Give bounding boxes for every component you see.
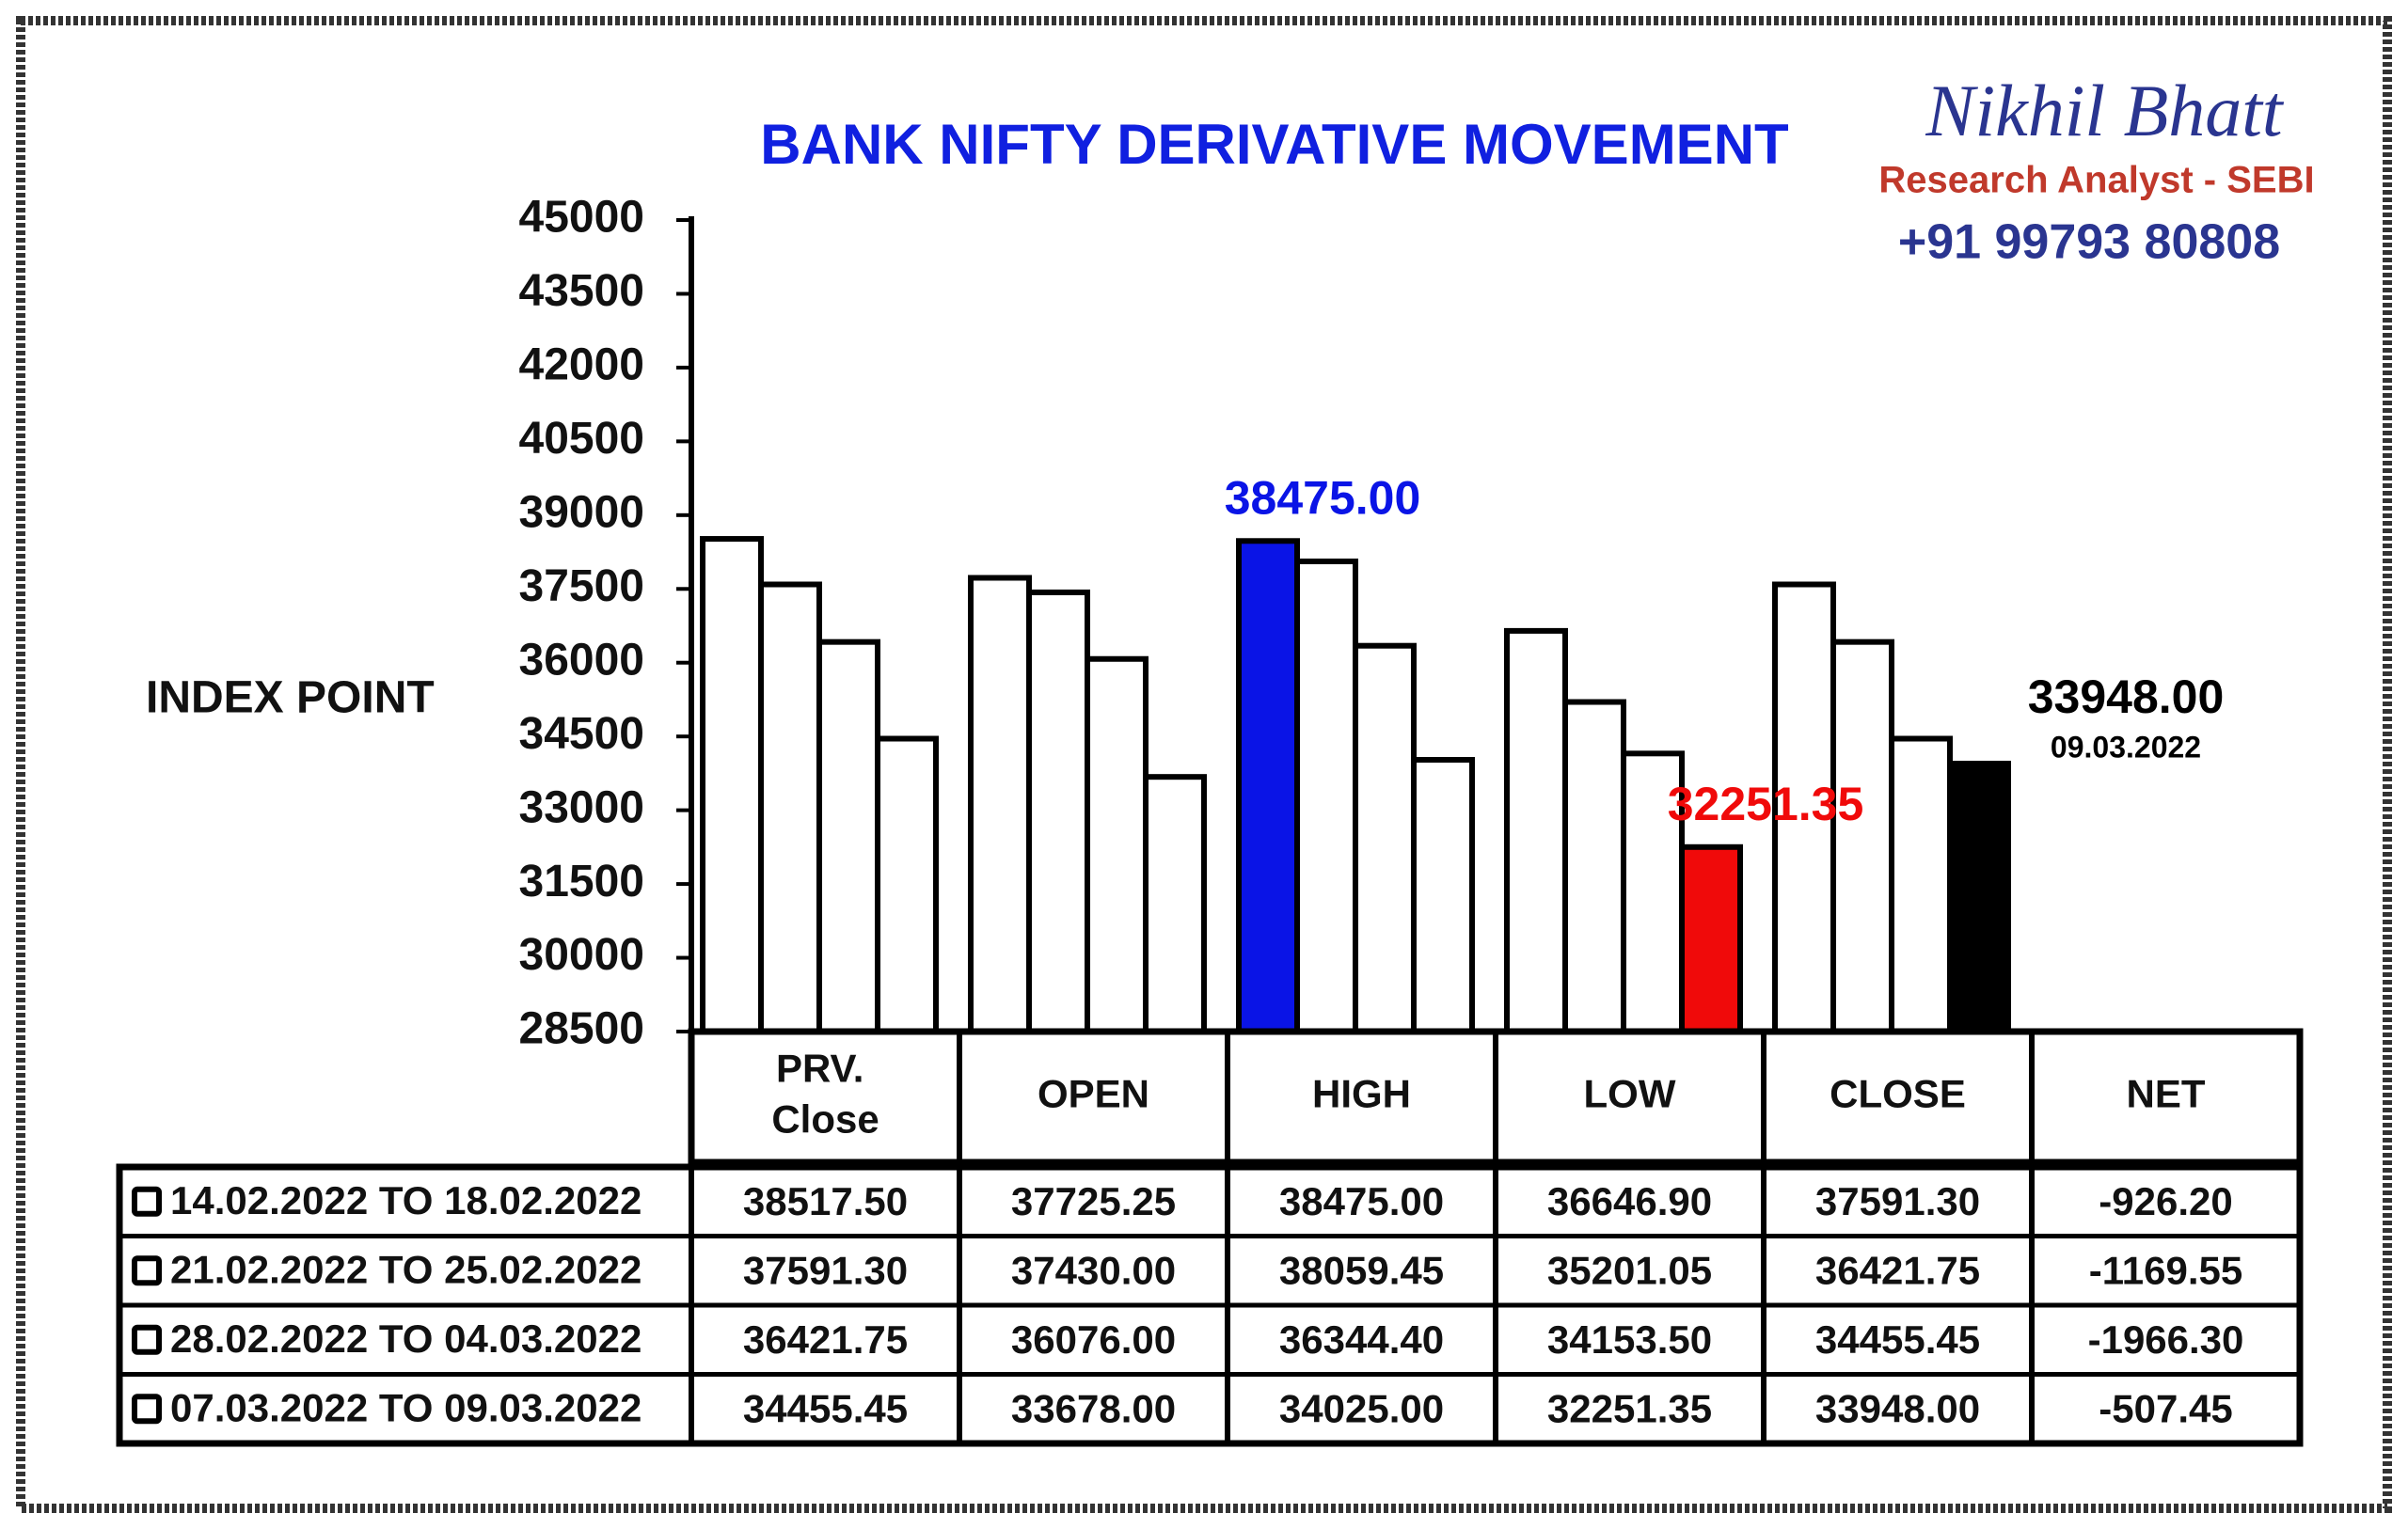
point-label: 33948.00 — [2028, 670, 2225, 723]
table-cell: 36646.90 — [1547, 1179, 1712, 1223]
brand-role: Research Analyst - SEBI — [1878, 160, 2314, 201]
table-cell: 38059.45 — [1279, 1248, 1444, 1292]
y-tick-label: 39000 — [519, 487, 644, 537]
legend-square — [132, 1394, 162, 1425]
y-tick-label: 34500 — [519, 709, 644, 759]
table-cell: 38475.00 — [1279, 1179, 1444, 1223]
table-cell: 34455.45 — [1815, 1317, 1980, 1362]
y-tick-label: 40500 — [519, 414, 644, 464]
legend-square — [132, 1255, 162, 1286]
column-header: CLOSE — [1830, 1072, 1966, 1116]
bar — [758, 581, 822, 1034]
bar — [1353, 642, 1417, 1034]
bar — [1889, 735, 1953, 1034]
column-header: OPEN — [1038, 1072, 1149, 1116]
bar — [1562, 699, 1626, 1034]
table-cell: -1966.30 — [2088, 1317, 2244, 1362]
y-tick-label: 36000 — [519, 635, 644, 685]
table-cell: 36076.00 — [1011, 1317, 1176, 1362]
table-cell: 33948.00 — [1815, 1386, 1980, 1430]
bar — [1679, 843, 1743, 1034]
table-cell: 37591.30 — [743, 1248, 908, 1292]
y-tick-label: 28500 — [519, 1004, 644, 1054]
y-tick-label: 42000 — [519, 340, 644, 390]
y-tick-label: 43500 — [519, 266, 644, 316]
table-cell: 34153.50 — [1547, 1317, 1712, 1362]
row-label: 28.02.2022 TO 04.03.2022 — [170, 1316, 642, 1361]
table-cell: -1169.55 — [2089, 1248, 2243, 1292]
bar — [1085, 655, 1149, 1035]
y-tick-label: 31500 — [519, 857, 644, 906]
bar — [875, 735, 939, 1034]
point-label: 32251.35 — [1668, 778, 1864, 830]
column-header: HIGH — [1312, 1072, 1411, 1116]
column-header: NET — [2127, 1072, 2206, 1116]
bar — [1947, 761, 2011, 1034]
table-cell: 34455.45 — [743, 1386, 908, 1430]
y-axis-label: INDEX POINT — [146, 673, 435, 723]
bar — [1411, 757, 1475, 1034]
row-label: 07.03.2022 TO 09.03.2022 — [170, 1385, 642, 1429]
table-cell: 33678.00 — [1011, 1386, 1176, 1430]
bar — [1294, 559, 1358, 1034]
table-cell: 35201.05 — [1547, 1248, 1712, 1292]
brand-name: Nikhil Bhatt — [1925, 70, 2284, 151]
table-cell: 34025.00 — [1279, 1386, 1444, 1430]
bar — [1504, 627, 1568, 1034]
table-cell: 37725.25 — [1011, 1179, 1176, 1223]
y-tick-label: 45000 — [519, 193, 644, 243]
column-header: LOW — [1584, 1072, 1676, 1116]
bar — [1830, 638, 1894, 1034]
table-cell: 37591.30 — [1815, 1179, 1980, 1223]
table-cell: 37430.00 — [1011, 1248, 1176, 1292]
point-sublabel: 09.03.2022 — [2051, 730, 2201, 764]
row-label: 14.02.2022 TO 18.02.2022 — [170, 1178, 642, 1222]
bar — [1026, 589, 1090, 1035]
table-cell: 38517.50 — [743, 1179, 908, 1223]
bar — [1143, 774, 1207, 1035]
y-tick-label: 30000 — [519, 930, 644, 980]
row-label: 21.02.2022 TO 25.02.2022 — [170, 1247, 642, 1291]
legend-square — [132, 1186, 162, 1217]
brand-phone: +91 99793 80808 — [1898, 215, 2280, 270]
point-label: 38475.00 — [1225, 471, 1421, 524]
table-cell: 36344.40 — [1279, 1317, 1444, 1362]
bar — [816, 638, 880, 1034]
chart-title: BANK NIFTY DERIVATIVE MOVEMENT — [760, 113, 1788, 176]
table-cell: -507.45 — [2099, 1386, 2232, 1430]
table-cell: 32251.35 — [1547, 1386, 1712, 1430]
y-tick-label: 33000 — [519, 782, 644, 832]
bar — [700, 536, 764, 1034]
table-cell: 36421.75 — [1815, 1248, 1980, 1292]
column-header: PRV. Close — [771, 1047, 879, 1142]
bar — [968, 575, 1032, 1034]
legend-square — [132, 1324, 162, 1355]
y-tick-label: 37500 — [519, 561, 644, 611]
table-cell: -926.20 — [2099, 1179, 2232, 1223]
bar — [1236, 538, 1300, 1034]
table-cell: 36421.75 — [743, 1317, 908, 1362]
